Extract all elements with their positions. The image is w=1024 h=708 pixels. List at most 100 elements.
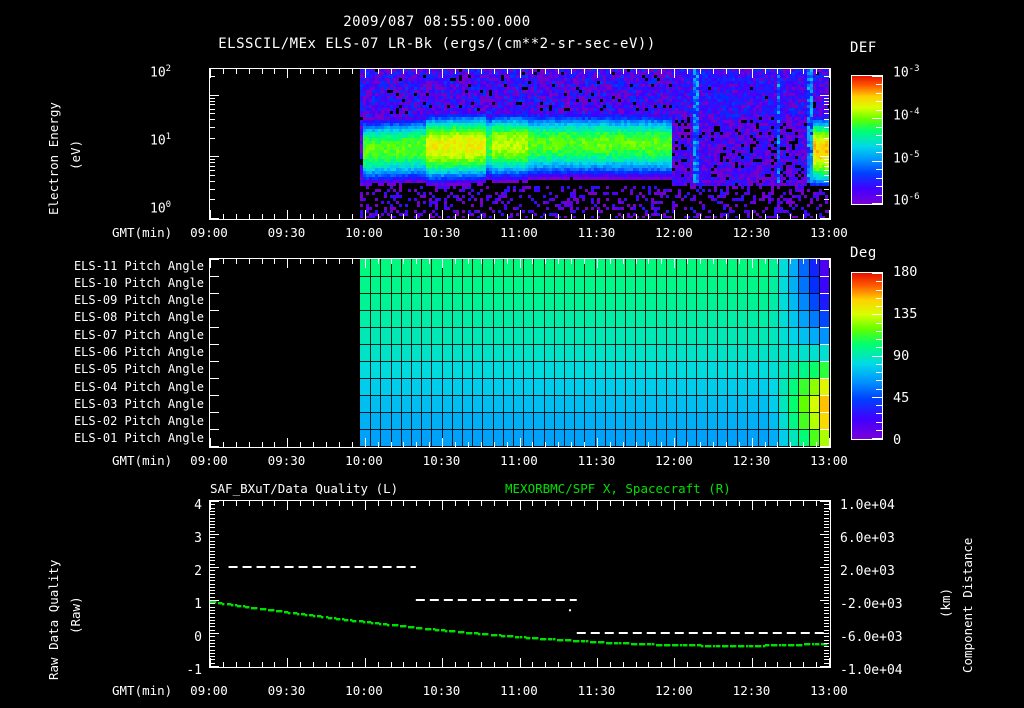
tick-mark <box>876 347 882 349</box>
page-subtitle: ELSSCIL/MEx ELS-07 LR-Bk (ergs/(cm**2-sr… <box>218 36 656 52</box>
xtick-label: 12:30 <box>732 683 771 698</box>
xtick-label: 13:00 <box>810 683 848 698</box>
tick-mark <box>872 160 882 162</box>
ytick-right-label: -1.0e+04 <box>840 663 903 678</box>
pitch-angle-row-label: ELS-08 Pitch Angle <box>73 310 204 325</box>
tick-mark <box>876 429 882 431</box>
mid-panel-xtick-labels: 09:00 09:30 10:00 10:30 11:00 11:30 12:00 12:30… <box>190 453 848 469</box>
tick-mark <box>876 372 882 373</box>
bottom-panel-ylabel-left-line2: (Raw) <box>68 596 83 634</box>
tick-mark <box>876 363 882 365</box>
def-colorbar-ticks <box>851 75 883 205</box>
deg-tick-label: 0 <box>893 432 902 448</box>
tick-mark <box>876 169 882 171</box>
xtick-label: 13:00 <box>810 225 848 240</box>
xtick-label: 09:00 <box>190 683 228 698</box>
tick-mark <box>876 405 882 406</box>
tick-mark <box>872 118 882 120</box>
tick-mark <box>876 339 882 340</box>
def-colorbar <box>851 75 883 205</box>
xtick-label: 09:30 <box>267 683 306 698</box>
xtick-label: 09:30 <box>267 225 306 240</box>
ytick-left-label: 1 <box>194 597 202 612</box>
xtick-label: 10:30 <box>422 225 461 240</box>
xtick-label: 11:30 <box>577 453 616 468</box>
deg-colorbar-tick-labels: 180 135 90 45 0 <box>893 262 963 452</box>
pitch-angle-panel[interactable] <box>209 258 831 448</box>
ytick-left-label: -1 <box>186 663 202 678</box>
def-tick-label-5: 10-5 <box>893 150 920 167</box>
deg-colorbar-ticks <box>851 272 883 440</box>
tick-mark <box>876 92 882 94</box>
mid-panel-xaxis-label: GMT(min) <box>112 453 173 468</box>
deg-tick-label: 135 <box>893 306 918 322</box>
tick-mark <box>872 314 882 316</box>
xtick-label: 11:00 <box>500 225 538 240</box>
pitch-angle-row-label: ELS-05 Pitch Angle <box>73 362 204 377</box>
tick-mark <box>876 194 882 196</box>
ytick-left-label: 4 <box>194 498 202 513</box>
bottom-panel-xaxis-label: GMT(min) <box>112 683 173 698</box>
def-tick-label-6: 10-6 <box>893 192 920 209</box>
bottom-panel-ylabel-right-line2: (km) <box>938 587 953 618</box>
tick-mark <box>876 109 882 111</box>
top-panel-ytick-1: 101 <box>150 132 172 149</box>
xtick-label: 12:30 <box>732 453 771 468</box>
pitch-angle-row-label: ELS-09 Pitch Angle <box>73 293 204 308</box>
xtick-label: 11:30 <box>577 225 616 240</box>
electron-energy-spectrogram[interactable] <box>209 68 831 220</box>
tick-mark <box>876 135 882 137</box>
xtick-label: 10:00 <box>345 683 383 698</box>
xtick-label: 13:00 <box>810 453 848 468</box>
top-panel-ylabel-line1: Electron Energy <box>46 102 61 215</box>
xtick-label: 09:30 <box>267 453 306 468</box>
deg-tick-label: 45 <box>893 390 910 406</box>
xtick-label: 11:00 <box>500 683 538 698</box>
pitch-angle-row-label: ELS-11 Pitch Angle <box>73 258 204 273</box>
tick-mark <box>876 101 882 103</box>
tick-mark <box>872 273 882 274</box>
xtick-label: 11:00 <box>500 453 538 468</box>
deg-tick-label: 90 <box>893 348 910 364</box>
pitch-angle-row-label: ELS-01 Pitch Angle <box>73 431 204 446</box>
bottom-panel-ylabel-right-line1: Component Distance <box>960 537 975 673</box>
ytick-right-label: -2.0e+03 <box>840 597 903 612</box>
top-panel-ytick-2: 102 <box>150 64 172 81</box>
def-tick-label-3: 10-3 <box>893 64 920 81</box>
tick-mark <box>876 84 882 86</box>
tick-mark <box>876 281 882 283</box>
tick-mark <box>876 388 882 390</box>
deg-colorbar-title: Deg <box>850 245 877 261</box>
xtick-label: 12:00 <box>655 683 693 698</box>
top-panel-xaxis-label: GMT(min) <box>112 225 173 240</box>
ytick-left-label: 2 <box>194 564 202 579</box>
pitch-angle-row-label: ELS-04 Pitch Angle <box>73 379 204 394</box>
tick-mark <box>872 76 882 77</box>
top-panel-ytick-0: 100 <box>150 200 172 217</box>
ytick-right-label: 6.0e+03 <box>840 531 895 546</box>
tick-mark <box>876 152 882 154</box>
tick-mark <box>872 438 882 439</box>
tick-mark <box>876 380 882 382</box>
deg-tick-label: 180 <box>893 264 918 280</box>
tick-mark <box>876 289 882 291</box>
xtick-label: 10:30 <box>422 683 461 698</box>
xtick-label: 12:30 <box>732 225 771 240</box>
xtick-label: 12:00 <box>655 225 693 240</box>
tick-mark <box>876 322 882 324</box>
bottom-panel-ytick-right: 1.0e+04 6.0e+03 2.0e+03 -2.0e+03 -6.0e+03 -1.… <box>840 495 935 678</box>
def-tick-label-4: 10-4 <box>893 107 920 124</box>
xtick-label: 10:00 <box>345 453 383 468</box>
tick-mark <box>876 143 882 145</box>
tick-mark <box>872 203 882 204</box>
pitch-angle-row-label: ELS-03 Pitch Angle <box>73 396 204 411</box>
ytick-right-label: 2.0e+03 <box>840 564 895 579</box>
pitch-angle-row-label: ELS-02 Pitch Angle <box>73 414 204 429</box>
data-quality-chart[interactable] <box>209 500 831 668</box>
pitch-angle-row-label: ELS-06 Pitch Angle <box>73 345 204 359</box>
tick-mark <box>876 330 882 332</box>
top-panel-xtick-labels: 09:00 09:30 10:00 10:30 11:00 11:30 12:00 12:30… <box>190 225 848 241</box>
tick-mark <box>876 306 882 307</box>
bottom-panel-title-right: MEXORBMC/SPF X, Spacecraft (R) <box>505 481 731 496</box>
pitch-angle-row-labels: ELS-11 Pitch Angle ELS-10 Pitch Angle ELS-… <box>60 258 208 448</box>
